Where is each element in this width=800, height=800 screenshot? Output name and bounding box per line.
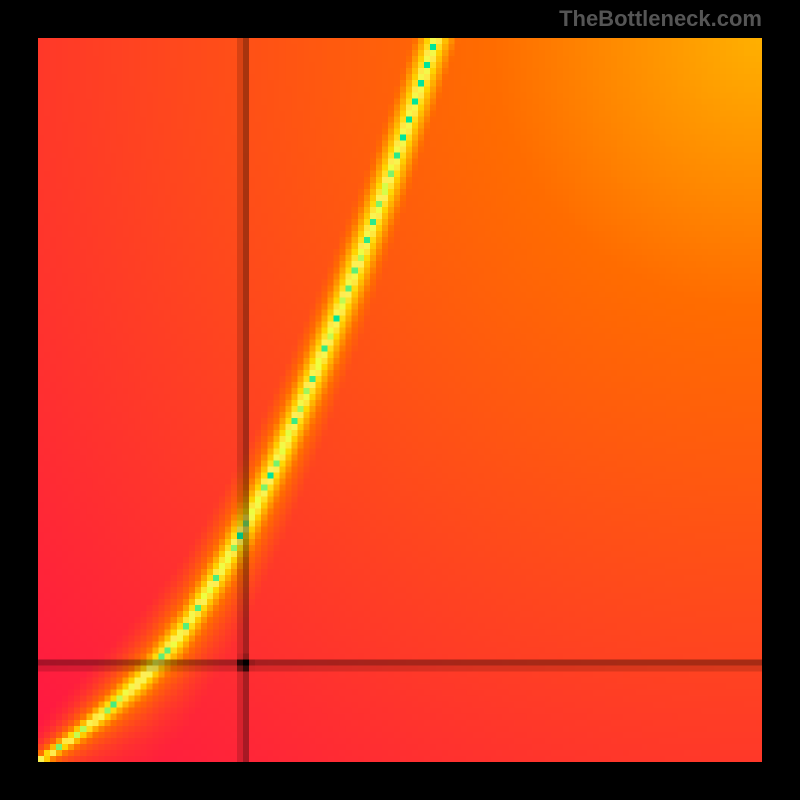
- heatmap-canvas: [38, 38, 762, 762]
- figure: TheBottleneck.com: [0, 0, 800, 800]
- watermark-text: TheBottleneck.com: [559, 6, 762, 32]
